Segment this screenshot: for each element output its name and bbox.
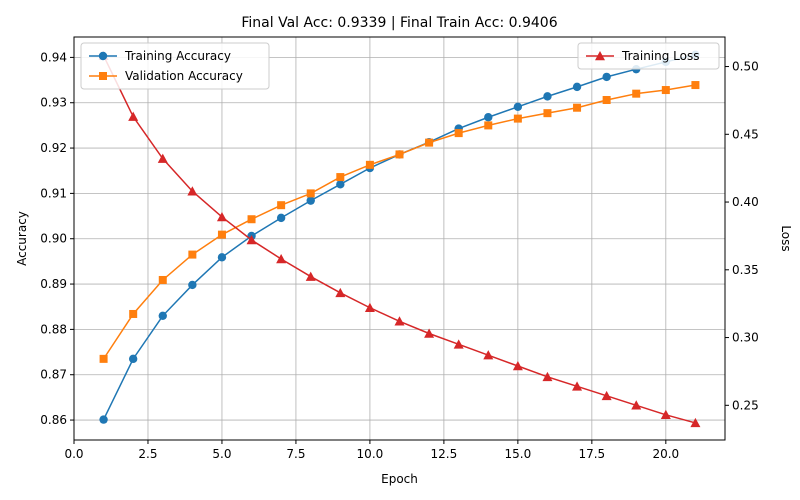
data-point-s1-13 [484, 121, 493, 130]
y-left-tick-label-4: 0.90 [40, 232, 67, 246]
data-point-s1-19 [661, 86, 670, 95]
data-point-s0-2 [158, 311, 167, 320]
data-point-s1-3 [188, 250, 197, 259]
data-point-s2-7 [305, 271, 316, 281]
data-point-s1-2 [158, 275, 167, 284]
y-left-axis-label: Accuracy [15, 211, 29, 266]
data-point-s2-10 [394, 316, 405, 326]
x-axis-label: Epoch [381, 472, 418, 486]
data-point-s2-19 [660, 409, 671, 420]
data-point-s1-10 [395, 150, 404, 159]
y-left-tick-label-7: 0.93 [40, 96, 67, 110]
data-point-s1-20 [691, 81, 700, 90]
data-point-s2-18 [631, 400, 642, 410]
data-point-s0-8 [336, 180, 345, 189]
data-point-s1-4 [217, 230, 226, 239]
legend-left-label-1: Validation Accuracy [125, 69, 243, 83]
series-layer [98, 50, 701, 428]
legend-loss: Training Loss [577, 42, 720, 70]
data-point-s0-6 [276, 213, 286, 223]
data-point-s1-18 [632, 89, 641, 98]
data-point-s1-11 [425, 138, 434, 147]
data-point-s1-0 [99, 354, 108, 363]
x-tick-label-8: 20.0 [652, 447, 679, 461]
legend-left-label-0: Training Accuracy [124, 49, 231, 63]
data-point-s1-14 [513, 114, 522, 123]
legend-accuracy: Training Accuracy Validation Accuracy [80, 42, 270, 90]
data-point-s1-15 [543, 109, 552, 118]
x-tick-label-2: 5.0 [212, 447, 231, 461]
data-point-s2-20 [690, 417, 701, 428]
data-point-s0-7 [306, 196, 315, 205]
data-point-s2-2 [157, 153, 168, 163]
data-point-s0-14 [513, 102, 523, 112]
x-tick-label-7: 17.5 [578, 447, 605, 461]
data-point-s0-0 [99, 415, 108, 424]
legend-left-swatch-marker-1 [99, 72, 107, 80]
data-point-s2-14 [512, 361, 523, 371]
legend-right-label-0: Training Loss [621, 49, 699, 63]
y-left-tick-label-3: 0.89 [40, 277, 67, 291]
data-point-s1-1 [129, 309, 138, 318]
data-point-s1-12 [454, 129, 463, 138]
data-point-s1-16 [573, 103, 582, 112]
data-point-s2-4 [216, 211, 227, 222]
y-right-axis-label: Loss [779, 225, 793, 251]
data-point-s0-4 [217, 253, 227, 262]
axes-layer: 0.0 2.5 5.0 7.5 10.0 12.5 15.0 17.5 20.0 0.86 0.87… [40, 36, 759, 461]
x-tick-label-3: 7.5 [286, 447, 305, 461]
data-point-s2-8 [335, 287, 346, 298]
x-tick-label-1: 2.5 [138, 447, 157, 461]
data-point-s1-17 [602, 96, 611, 105]
legend-left-swatch-marker-0 [98, 51, 108, 61]
x-tick-label-4: 10.0 [357, 447, 384, 461]
data-point-s2-12 [453, 339, 464, 349]
data-point-s1-7 [306, 189, 315, 198]
y-right-tick-label-3: 0.40 [732, 195, 759, 209]
x-tick-label-0: 0.0 [64, 447, 83, 461]
y-left-tick-label-1: 0.87 [40, 368, 67, 382]
data-point-s0-1 [128, 354, 138, 364]
x-tick-label-5: 12.5 [431, 447, 458, 461]
series-2 [98, 50, 701, 428]
data-point-s2-5 [246, 234, 257, 245]
data-point-s0-16 [572, 82, 582, 92]
y-right-tick-label-0: 0.25 [732, 398, 759, 412]
data-point-s0-17 [602, 72, 611, 82]
y-left-tick-label-0: 0.86 [40, 413, 67, 427]
data-point-s2-17 [601, 390, 612, 401]
y-left-tick-label-2: 0.88 [40, 322, 67, 336]
data-point-s2-9 [364, 302, 375, 312]
y-right-tick-label-2: 0.35 [732, 263, 759, 277]
y-right-tick-label-1: 0.30 [732, 331, 759, 345]
legend-right-frame [577, 42, 720, 70]
data-point-s2-6 [276, 253, 287, 264]
data-point-s2-15 [542, 371, 553, 382]
legend-right-swatch-marker-0 [595, 51, 605, 61]
legend-left-frame [80, 42, 270, 90]
data-point-s1-9 [365, 160, 374, 169]
data-point-s2-1 [128, 111, 139, 121]
data-point-s1-6 [277, 201, 286, 210]
data-point-s2-3 [187, 186, 198, 196]
y-right-tick-label-5: 0.50 [732, 60, 759, 74]
y-left-tick-label-8: 0.94 [40, 50, 67, 64]
y-left-tick-label-6: 0.92 [40, 141, 67, 155]
data-point-s0-13 [484, 113, 493, 122]
data-point-s2-16 [572, 381, 583, 391]
data-point-s1-8 [336, 173, 345, 182]
data-point-s0-15 [543, 92, 552, 101]
data-point-s2-11 [424, 328, 435, 338]
y-left-tick-label-5: 0.91 [40, 186, 67, 200]
data-point-s2-13 [483, 350, 494, 360]
chart-title: Final Val Acc: 0.9339 | Final Train Acc:… [241, 15, 557, 31]
x-tick-label-6: 15.0 [505, 447, 532, 461]
y-right-tick-label-4: 0.45 [732, 127, 759, 141]
data-point-s1-5 [247, 215, 256, 224]
series-1 [99, 81, 700, 363]
data-point-s0-3 [188, 280, 197, 290]
